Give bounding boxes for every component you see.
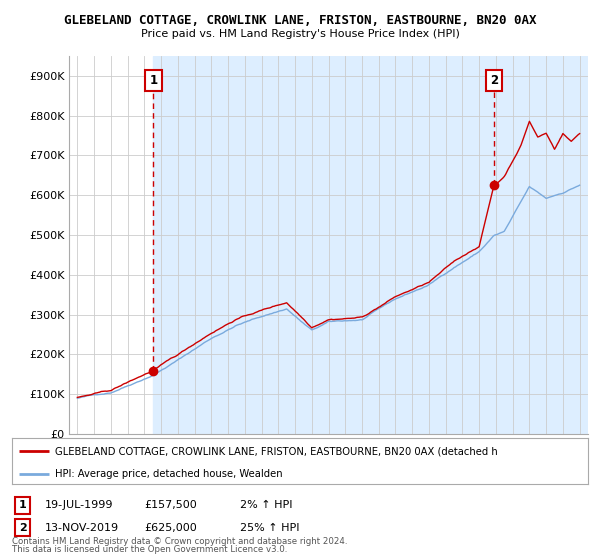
Text: GLEBELAND COTTAGE, CROWLINK LANE, FRISTON, EASTBOURNE, BN20 0AX: GLEBELAND COTTAGE, CROWLINK LANE, FRISTO… [64,14,536,27]
Text: 1: 1 [149,74,157,87]
Text: 2: 2 [19,522,26,533]
Text: This data is licensed under the Open Government Licence v3.0.: This data is licensed under the Open Gov… [12,545,287,554]
Text: Contains HM Land Registry data © Crown copyright and database right 2024.: Contains HM Land Registry data © Crown c… [12,537,347,546]
Text: Price paid vs. HM Land Registry's House Price Index (HPI): Price paid vs. HM Land Registry's House … [140,29,460,39]
Bar [494,56,588,434]
Text: GLEBELAND COTTAGE, CROWLINK LANE, FRISTON, EASTBOURNE, BN20 0AX (detached h: GLEBELAND COTTAGE, CROWLINK LANE, FRISTO… [55,446,498,456]
Text: 1: 1 [19,500,26,510]
Text: 13-NOV-2019: 13-NOV-2019 [45,522,119,533]
Text: £625,000: £625,000 [144,522,197,533]
Bar [154,56,588,434]
Text: 2% ↑ HPI: 2% ↑ HPI [240,500,293,510]
Text: £157,500: £157,500 [144,500,197,510]
Text: 2: 2 [490,74,498,87]
Text: HPI: Average price, detached house, Wealden: HPI: Average price, detached house, Weal… [55,469,283,479]
Text: 19-JUL-1999: 19-JUL-1999 [45,500,113,510]
Text: 25% ↑ HPI: 25% ↑ HPI [240,522,299,533]
